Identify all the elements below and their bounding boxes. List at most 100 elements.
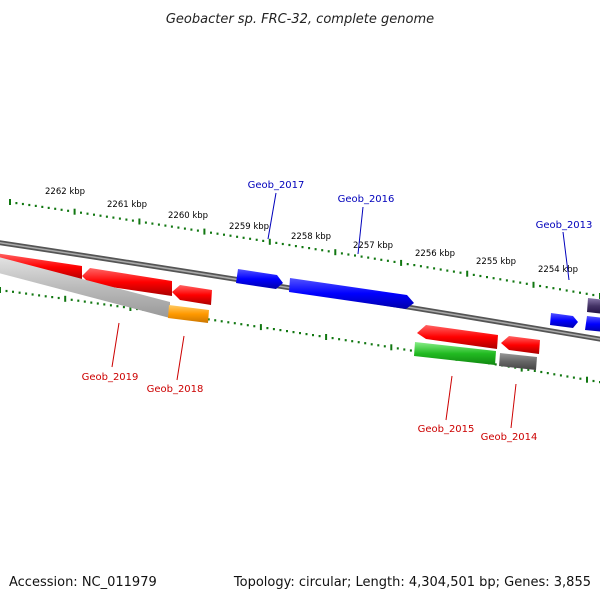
kbp-label: 2255 kbp (476, 257, 516, 267)
minor-tick (354, 254, 356, 257)
minor-tick (433, 267, 436, 270)
major-tick (390, 344, 393, 351)
minor-tick (396, 347, 399, 350)
gene-label-geob-2018[interactable]: Geob_2018 (147, 384, 204, 395)
minor-tick (96, 302, 99, 305)
minor-tick (308, 247, 311, 250)
minor-tick (118, 217, 121, 220)
minor-tick (57, 296, 60, 300)
minor-tick (351, 340, 354, 343)
gene-label-geob-2013[interactable]: Geob_2013 (536, 220, 593, 231)
minor-tick (288, 243, 291, 247)
major-tick (203, 228, 206, 235)
minor-tick (360, 255, 363, 258)
kbp-label: 2260 kbp (168, 211, 208, 221)
minor-tick (426, 266, 429, 269)
major-tick (334, 249, 337, 256)
gene-label-geob-2017[interactable]: Geob_2017 (248, 180, 305, 191)
minor-tick (386, 259, 389, 262)
minor-tick (314, 248, 317, 251)
map-title: Geobacter sp. FRC-32, complete genome (166, 12, 434, 27)
leader-line (176, 335, 185, 381)
minor-tick (31, 293, 34, 296)
minor-tick (216, 232, 219, 235)
minor-tick (505, 279, 508, 282)
gene-arrow-reverse (82, 268, 172, 296)
kbp-label: 2257 kbp (353, 241, 393, 251)
minor-tick (377, 344, 380, 347)
minor-tick (565, 289, 568, 292)
minor-tick (409, 349, 412, 352)
minor-tick (492, 277, 495, 280)
minor-tick (233, 322, 236, 325)
gene-arrow-forward (236, 269, 283, 289)
minor-tick (54, 207, 57, 210)
minor-tick (305, 333, 308, 336)
minor-tick (109, 304, 112, 307)
gene-arrow-reverse (172, 285, 212, 305)
minor-tick (459, 271, 462, 274)
minor-tick (312, 334, 314, 337)
minor-tick (512, 280, 515, 283)
leader-line (357, 206, 364, 255)
minor-tick (446, 269, 449, 272)
minor-tick (344, 339, 347, 342)
gene-label-geob-2016[interactable]: Geob_2016 (338, 194, 395, 205)
minor-tick (240, 323, 243, 326)
minor-tick (479, 274, 482, 278)
minor-tick (5, 289, 8, 293)
minor-tick (112, 216, 115, 219)
gene-label-geob-2014[interactable]: Geob_2014 (481, 432, 538, 443)
minor-tick (294, 245, 297, 248)
minor-tick (266, 327, 269, 330)
minor-tick (38, 294, 41, 297)
minor-tick (419, 265, 422, 268)
feature-pseudo (499, 353, 537, 370)
minor-tick (207, 318, 210, 321)
gene-label-geob-2019[interactable]: Geob_2019 (82, 372, 139, 383)
minor-tick (406, 263, 409, 266)
minor-tick (157, 223, 160, 226)
gene-label-geob-2015[interactable]: Geob_2015 (418, 424, 475, 435)
minor-tick (253, 325, 256, 328)
minor-tick (321, 249, 324, 252)
minor-tick (125, 218, 128, 221)
upper-tick-track (9, 199, 600, 299)
minor-tick (413, 264, 416, 267)
kbp-label: 2256 kbp (415, 249, 455, 259)
minor-tick (21, 202, 24, 206)
minor-tick (553, 373, 556, 376)
feature-band-gray (0, 257, 170, 318)
major-tick (0, 287, 1, 293)
gene-arrow-forward (550, 313, 578, 328)
minor-tick (338, 338, 341, 341)
major-tick (325, 334, 328, 340)
major-tick (138, 218, 141, 225)
minor-tick (272, 328, 275, 331)
minor-tick (486, 276, 488, 279)
minor-tick (347, 253, 350, 256)
minor-tick (525, 282, 528, 285)
leader-line (510, 383, 517, 429)
minor-tick (34, 204, 37, 207)
kbp-labels: 2262 kbp 2261 kbp 2260 kbp 2259 kbp 2258… (45, 187, 578, 275)
minor-tick (592, 379, 595, 383)
minor-tick (559, 288, 561, 291)
minor-tick (67, 209, 70, 212)
minor-tick (262, 239, 265, 242)
minor-tick (99, 214, 102, 217)
leader-line (267, 192, 277, 240)
minor-tick (552, 287, 555, 290)
minor-tick (281, 242, 284, 246)
minor-tick (527, 368, 530, 371)
minor-tick (357, 341, 360, 344)
minor-tick (299, 332, 301, 335)
minor-tick (229, 234, 232, 237)
feature-orange (168, 305, 209, 323)
minor-tick (190, 228, 193, 231)
minor-tick (533, 369, 536, 372)
minor-tick (103, 303, 106, 306)
kbp-label: 2254 kbp (538, 265, 578, 275)
leader-line (562, 231, 570, 281)
minor-tick (592, 293, 595, 297)
